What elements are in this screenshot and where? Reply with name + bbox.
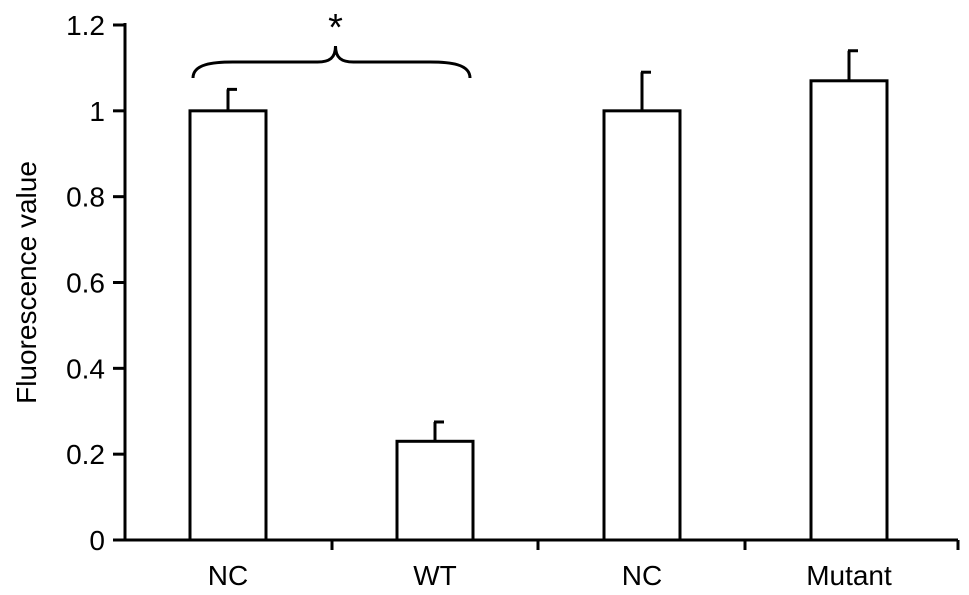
y-axis-label: Fluorescence value — [11, 161, 42, 404]
annotations: * — [191, 7, 472, 79]
bars — [188, 49, 889, 542]
significance-brace — [191, 45, 472, 79]
bar — [809, 79, 889, 542]
bar — [395, 439, 475, 542]
x-category-label: WT — [413, 560, 457, 591]
labels: 0 0.2 0.4 0.6 0.8 1 1.2 NC WT NC Mutant Fluorescenc… — [11, 10, 892, 591]
x-category-label: NC — [208, 560, 248, 591]
y-tick-label: 0.8 — [66, 182, 105, 213]
bar — [602, 109, 682, 542]
x-category-label: NC — [622, 560, 662, 591]
y-tick-label: 0.4 — [66, 353, 105, 384]
y-tick-label: 0.6 — [66, 268, 105, 299]
x-category-label: Mutant — [806, 560, 892, 591]
y-tick-label: 1 — [89, 96, 105, 127]
y-tick-label: 0.2 — [66, 439, 105, 470]
significance-star: * — [328, 7, 343, 49]
bar — [188, 109, 268, 542]
y-tick-label: 0 — [89, 525, 105, 556]
y-tick-label: 1.2 — [66, 10, 105, 41]
